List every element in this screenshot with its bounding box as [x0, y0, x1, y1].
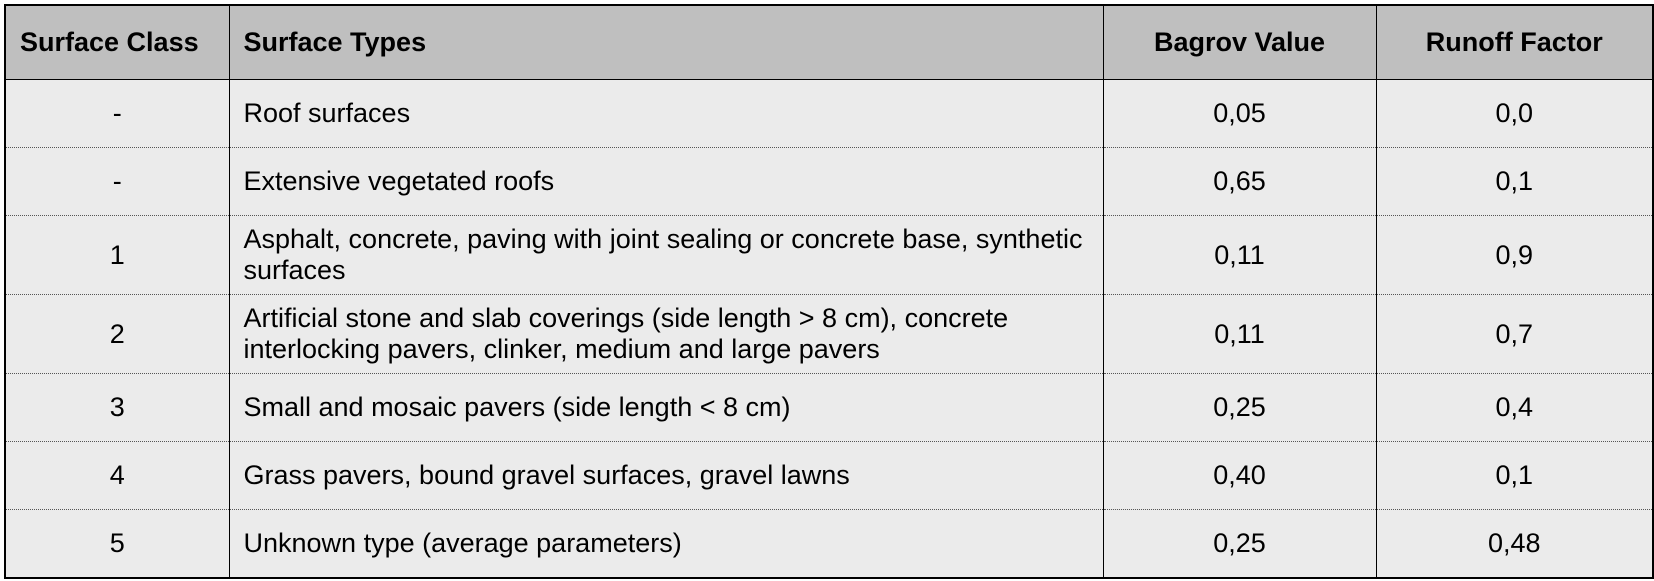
cell-surface-class: 2 — [4, 294, 230, 374]
header-runoff-factor: Runoff Factor — [1375, 4, 1654, 80]
surface-table-container: Surface Class Surface Types Bagrov Value… — [4, 4, 1654, 579]
cell-surface-types: Grass pavers, bound gravel surfaces, gra… — [228, 441, 1104, 510]
cell-runoff-factor: 0,9 — [1375, 215, 1654, 295]
cell-surface-types: Artificial stone and slab coverings (sid… — [228, 294, 1104, 374]
cell-bagrov-value: 0,25 — [1102, 373, 1377, 442]
cell-bagrov-value: 0,65 — [1102, 147, 1377, 216]
cell-surface-class: 5 — [4, 509, 230, 579]
surface-table: Surface Class Surface Types Bagrov Value… — [4, 4, 1654, 579]
cell-bagrov-value: 0,40 — [1102, 441, 1377, 510]
cell-surface-class: 3 — [4, 373, 230, 442]
cell-surface-class: 1 — [4, 215, 230, 295]
cell-bagrov-value: 0,11 — [1102, 294, 1377, 374]
table-row: 2 Artificial stone and slab coverings (s… — [4, 294, 1654, 374]
cell-bagrov-value: 0,11 — [1102, 215, 1377, 295]
cell-surface-types: Roof surfaces — [228, 79, 1104, 148]
table-row: - Extensive vegetated roofs 0,65 0,1 — [4, 147, 1654, 216]
table-header-row: Surface Class Surface Types Bagrov Value… — [4, 4, 1654, 80]
cell-surface-class: 4 — [4, 441, 230, 510]
table-row: 5 Unknown type (average parameters) 0,25… — [4, 509, 1654, 579]
cell-bagrov-value: 0,05 — [1102, 79, 1377, 148]
header-surface-class: Surface Class — [4, 4, 230, 80]
cell-runoff-factor: 0,1 — [1375, 147, 1654, 216]
table-row: - Roof surfaces 0,05 0,0 — [4, 79, 1654, 148]
cell-runoff-factor: 0,48 — [1375, 509, 1654, 579]
cell-surface-class: - — [4, 147, 230, 216]
cell-surface-types: Extensive vegetated roofs — [228, 147, 1104, 216]
cell-bagrov-value: 0,25 — [1102, 509, 1377, 579]
cell-runoff-factor: 0,1 — [1375, 441, 1654, 510]
header-bagrov-value: Bagrov Value — [1102, 4, 1377, 80]
cell-runoff-factor: 0,0 — [1375, 79, 1654, 148]
table-row: 3 Small and mosaic pavers (side length <… — [4, 373, 1654, 442]
cell-runoff-factor: 0,7 — [1375, 294, 1654, 374]
cell-surface-types: Unknown type (average parameters) — [228, 509, 1104, 579]
table-row: 1 Asphalt, concrete, paving with joint s… — [4, 215, 1654, 295]
cell-surface-types: Asphalt, concrete, paving with joint sea… — [228, 215, 1104, 295]
cell-surface-class: - — [4, 79, 230, 148]
cell-surface-types: Small and mosaic pavers (side length < 8… — [228, 373, 1104, 442]
table-row: 4 Grass pavers, bound gravel surfaces, g… — [4, 441, 1654, 510]
header-surface-types: Surface Types — [228, 4, 1104, 80]
cell-runoff-factor: 0,4 — [1375, 373, 1654, 442]
